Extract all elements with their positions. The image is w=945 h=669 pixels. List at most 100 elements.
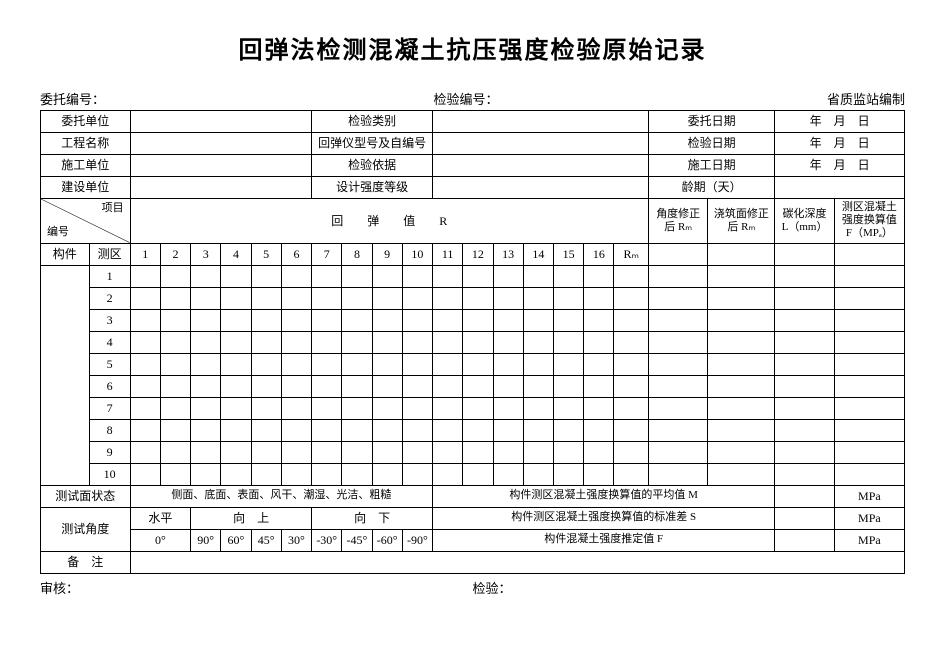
col-3: 3 bbox=[191, 243, 221, 265]
rebound-header: 回 弹 值 R bbox=[130, 199, 648, 244]
zone-cell: 10 bbox=[89, 463, 130, 485]
zone-cell: 7 bbox=[89, 397, 130, 419]
surface-unit: MPa bbox=[834, 485, 904, 507]
data-row: 4 bbox=[41, 331, 905, 353]
col-16: 16 bbox=[584, 243, 614, 265]
entrust-date-value: 年 月 日 bbox=[775, 111, 905, 133]
instrument-value bbox=[433, 133, 649, 155]
inspect-date-label: 检验日期 bbox=[649, 133, 775, 155]
zone-cell: 8 bbox=[89, 419, 130, 441]
entrust-date-label: 委托日期 bbox=[649, 111, 775, 133]
reviewer-label: 审核： bbox=[40, 578, 473, 597]
zone-cell: 3 bbox=[89, 309, 130, 331]
angle-down: 向 下 bbox=[312, 507, 433, 529]
zone-header: 测区 bbox=[89, 243, 130, 265]
data-row: 2 bbox=[41, 287, 905, 309]
instrument-label: 回弹仪型号及自编号 bbox=[312, 133, 433, 155]
footer: 审核： 检验： bbox=[40, 578, 905, 597]
angle-n45: -45° bbox=[342, 529, 372, 551]
project-name-label: 工程名称 bbox=[41, 133, 131, 155]
owner-label: 建设单位 bbox=[41, 177, 131, 199]
remark-label: 备 注 bbox=[41, 551, 131, 573]
data-row: 6 bbox=[41, 375, 905, 397]
project-name-value bbox=[130, 133, 311, 155]
builder-value bbox=[130, 155, 311, 177]
angle-row-1: 测试角度 水平 向 上 向 下 构件测区混凝土强度换算值的标准差 S MPa bbox=[41, 507, 905, 529]
zone-cell: 9 bbox=[89, 441, 130, 463]
angle-label: 测试角度 bbox=[41, 507, 131, 551]
entrust-unit-value bbox=[130, 111, 311, 133]
angle-corr-sub bbox=[649, 243, 708, 265]
carb-depth-header: 碳化深度 L（mm） bbox=[775, 199, 834, 244]
main-header-row: 项目 编号 回 弹 值 R 角度修正后 Rₘ 浇筑面修正后 Rₘ 碳化深度 L（… bbox=[41, 199, 905, 244]
design-grade-value bbox=[433, 177, 649, 199]
angle-60: 60° bbox=[221, 529, 251, 551]
col-6: 6 bbox=[281, 243, 311, 265]
angle-r1-unit: MPa bbox=[834, 507, 904, 529]
inspect-no-label: 检验编号： bbox=[433, 89, 498, 108]
age-value bbox=[775, 177, 905, 199]
zone-cell: 5 bbox=[89, 353, 130, 375]
angle-90: 90° bbox=[191, 529, 221, 551]
inspect-date-value: 年 月 日 bbox=[775, 133, 905, 155]
info-row-2: 工程名称 回弹仪型号及自编号 检验日期 年 月 日 bbox=[41, 133, 905, 155]
record-table: 委托单位 检验类别 委托日期 年 月 日 工程名称 回弹仪型号及自编号 检验日期… bbox=[40, 110, 905, 574]
angle-n60: -60° bbox=[372, 529, 402, 551]
angle-30: 30° bbox=[281, 529, 311, 551]
surface-right-label: 构件测区混凝土强度换算值的平均值 M bbox=[433, 485, 775, 507]
col-14: 14 bbox=[523, 243, 553, 265]
col-5: 5 bbox=[251, 243, 281, 265]
data-row: 5 bbox=[41, 353, 905, 375]
zone-cell: 1 bbox=[89, 265, 130, 287]
surface-right-value bbox=[775, 485, 834, 507]
builder-label: 施工单位 bbox=[41, 155, 131, 177]
angle-up: 向 上 bbox=[191, 507, 312, 529]
inspect-type-label: 检验类别 bbox=[312, 111, 433, 133]
component-header: 构件 bbox=[41, 243, 90, 265]
basis-label: 检验依据 bbox=[312, 155, 433, 177]
angle-r1-label: 构件测区混凝土强度换算值的标准差 S bbox=[433, 507, 775, 529]
col-15: 15 bbox=[553, 243, 583, 265]
data-row: 7 bbox=[41, 397, 905, 419]
angle-r2-value bbox=[775, 529, 834, 551]
page-title: 回弹法检测混凝土抗压强度检验原始记录 bbox=[40, 30, 905, 65]
col-2: 2 bbox=[160, 243, 190, 265]
diag-top: 项目 bbox=[102, 202, 124, 215]
remark-value bbox=[130, 551, 904, 573]
sub-header-row: 构件 测区 1 2 3 4 5 6 7 8 9 10 11 12 13 14 1… bbox=[41, 243, 905, 265]
entrust-unit-label: 委托单位 bbox=[41, 111, 131, 133]
inspect-type-value bbox=[433, 111, 649, 133]
basis-value bbox=[433, 155, 649, 177]
col-4: 4 bbox=[221, 243, 251, 265]
col-11: 11 bbox=[433, 243, 463, 265]
col-10: 10 bbox=[402, 243, 432, 265]
topline: 委托编号： 检验编号： 省质监站编制 bbox=[40, 89, 905, 108]
diag-bottom: 编号 bbox=[47, 226, 69, 239]
inspector-label: 检验： bbox=[473, 578, 906, 597]
col-7: 7 bbox=[312, 243, 342, 265]
zone-cell: 4 bbox=[89, 331, 130, 353]
data-row: 9 bbox=[41, 441, 905, 463]
data-row: 1 bbox=[41, 265, 905, 287]
angle-corr-header: 角度修正后 Rₘ bbox=[649, 199, 708, 244]
angle-h: 水平 bbox=[130, 507, 190, 529]
col-rm: Rₘ bbox=[614, 243, 649, 265]
remark-row: 备 注 bbox=[41, 551, 905, 573]
data-row: 8 bbox=[41, 419, 905, 441]
diag-header: 项目 编号 bbox=[41, 199, 131, 244]
surface-row: 测试面状态 侧面、底面、表面、风干、潮湿、光洁、粗糙 构件测区混凝土强度换算值的… bbox=[41, 485, 905, 507]
carb-sub bbox=[775, 243, 834, 265]
data-row: 3 bbox=[41, 309, 905, 331]
info-row-3: 施工单位 检验依据 施工日期 年 月 日 bbox=[41, 155, 905, 177]
angle-0: 0° bbox=[130, 529, 190, 551]
design-grade-label: 设计强度等级 bbox=[312, 177, 433, 199]
angle-n90: -90° bbox=[402, 529, 432, 551]
angle-n30: -30° bbox=[312, 529, 342, 551]
angle-row-2: 0° 90° 60° 45° 30° -30° -45° -60° -90° 构… bbox=[41, 529, 905, 551]
entrust-no-label: 委托编号： bbox=[40, 89, 105, 108]
zone-cell: 2 bbox=[89, 287, 130, 309]
info-row-4: 建设单位 设计强度等级 龄期（天） bbox=[41, 177, 905, 199]
col-13: 13 bbox=[493, 243, 523, 265]
pour-corr-header: 浇筑面修正后 Rₘ bbox=[708, 199, 775, 244]
data-row: 10 bbox=[41, 463, 905, 485]
